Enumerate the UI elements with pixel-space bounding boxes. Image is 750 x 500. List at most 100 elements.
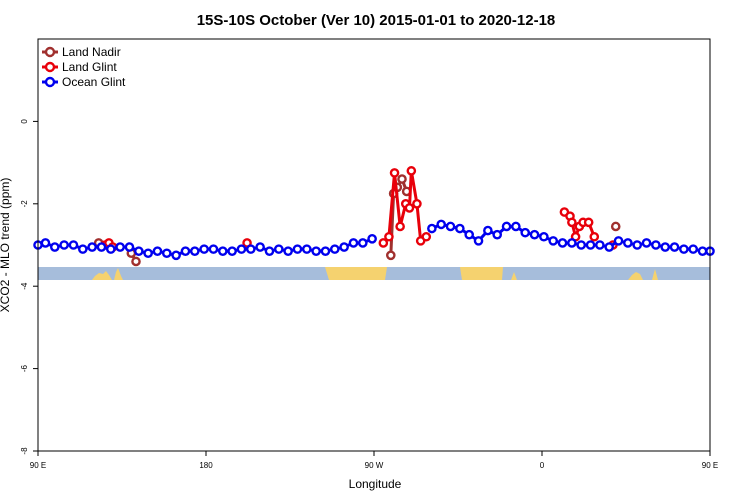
ocean-glint-point xyxy=(292,244,303,254)
ocean-glint-point xyxy=(539,231,549,242)
land-glint-point xyxy=(384,231,394,242)
ocean-glint-point xyxy=(171,250,181,261)
ocean-glint-point xyxy=(567,238,577,248)
land-glint-point xyxy=(412,198,422,209)
ocean-glint-point xyxy=(124,242,135,252)
ocean-glint-point xyxy=(623,238,633,248)
ocean-glint-point xyxy=(511,221,521,232)
ocean-glint-point xyxy=(199,244,209,254)
ocean-glint-point xyxy=(68,240,79,250)
ocean-glint-point xyxy=(557,238,568,248)
ocean-glint-point xyxy=(311,246,321,256)
ocean-glint-point xyxy=(78,244,88,254)
ocean-glint-point xyxy=(651,240,661,250)
legend-label-land-glint: Land Glint xyxy=(62,60,117,74)
ocean-glint-point xyxy=(464,229,475,240)
ocean-glint-point xyxy=(473,236,484,246)
ocean-glint-point xyxy=(227,246,237,256)
land-nadir-point xyxy=(131,256,141,267)
ocean-glint-point xyxy=(115,242,125,252)
series-land-glint xyxy=(100,166,618,252)
ocean-glint-point xyxy=(348,238,359,248)
ocean-glint-point xyxy=(264,246,275,256)
ocean-glint-point xyxy=(217,246,228,256)
ocean-glint-point xyxy=(152,246,163,256)
ocean-glint-point xyxy=(595,240,605,250)
y-tick-label: -4 xyxy=(20,282,29,290)
land-nadir-point xyxy=(610,221,621,232)
ocean-glint-point xyxy=(529,229,540,240)
legend-marker-land-nadir xyxy=(44,46,56,58)
land-patch-africa xyxy=(460,267,503,280)
ocean-glint-point xyxy=(357,238,368,248)
y-tick-label: -6 xyxy=(20,364,29,372)
ocean-glint-point xyxy=(208,244,219,254)
x-tick-label: 90 E xyxy=(30,461,46,470)
ocean-glint-point xyxy=(688,244,699,254)
ocean-glint-point xyxy=(501,221,512,232)
land-patch-south-america xyxy=(325,267,387,280)
plot-frame xyxy=(37,38,711,452)
ocean-glint-point xyxy=(329,244,340,254)
ocean-glint-point xyxy=(50,242,60,252)
ocean-glint-point xyxy=(641,238,652,248)
ocean-glint-point xyxy=(189,246,200,256)
legend-marker-ocean-glint xyxy=(44,76,56,88)
x-tick-label: 180 xyxy=(199,461,213,470)
ocean-glint-point xyxy=(604,242,615,252)
land-nadir-point xyxy=(385,250,396,261)
ocean-glint-point xyxy=(59,240,69,250)
land-glint-point xyxy=(583,217,594,228)
surface-type-strip xyxy=(38,267,710,280)
ocean-glint-point xyxy=(427,223,437,234)
x-tick-label: 90 W xyxy=(365,461,384,470)
ocean-glint-point xyxy=(632,240,643,250)
land-glint-point xyxy=(567,217,577,228)
land-glint-point xyxy=(378,238,389,248)
x-tick-label: 90 E xyxy=(702,461,718,470)
land-patch-australia-east-repeat xyxy=(652,269,658,280)
ocean-glint-point xyxy=(255,242,265,252)
ocean-glint-point xyxy=(143,248,153,259)
chart-title: 15S-10S October (Ver 10) 2015-01-01 to 2… xyxy=(197,12,556,29)
x-axis-label: Longitude xyxy=(349,477,402,491)
land-patch-australia-west-repeat xyxy=(628,272,643,280)
ocean-glint-point xyxy=(576,240,587,250)
x-tick-label: 0 xyxy=(540,461,545,470)
ocean-glint-point xyxy=(660,242,671,252)
ocean-glint-point xyxy=(697,246,708,256)
ocean-glint-point xyxy=(96,242,107,252)
legend-label-land-nadir: Land Nadir xyxy=(62,45,121,59)
ocean-glint-point xyxy=(520,227,531,238)
land-glint-point xyxy=(589,231,600,242)
ocean-glint-point xyxy=(679,244,689,254)
series-ocean-glint xyxy=(33,219,715,261)
ocean-glint-point xyxy=(283,246,293,256)
ocean-glint-point xyxy=(87,242,97,252)
ocean-glint-point xyxy=(180,246,191,256)
land-glint-point xyxy=(421,231,432,242)
ocean-glint-point xyxy=(40,238,51,248)
ocean-glint-point xyxy=(455,223,465,234)
ocean-glint-point xyxy=(236,244,247,254)
y-tick-label: -8 xyxy=(20,447,29,455)
y-axis-label: XCO2 - MLO trend (ppm) xyxy=(0,178,12,313)
land-glint-point xyxy=(395,221,405,232)
legend-label-ocean-glint: Ocean Glint xyxy=(62,75,126,89)
ocean-glint-point xyxy=(245,244,256,254)
y-tick-label: 0 xyxy=(20,119,29,124)
land-glint-point xyxy=(406,166,417,176)
y-tick-label: -2 xyxy=(20,200,29,208)
legend-marker-land-glint xyxy=(44,61,56,73)
ocean-glint-point xyxy=(613,236,624,246)
land-patch-australia-east xyxy=(114,268,123,280)
ocean-glint-point xyxy=(273,244,284,254)
ocean-glint-point xyxy=(106,244,116,254)
ocean-glint-point xyxy=(585,240,596,250)
ocean-glint-point xyxy=(161,248,172,259)
land-nadir-point xyxy=(397,174,407,184)
axes-layer: 90 E 180 90 W 0 90 E 0 -2 -4 -6 -8 xyxy=(20,119,718,470)
ocean-glint-point xyxy=(445,221,456,232)
